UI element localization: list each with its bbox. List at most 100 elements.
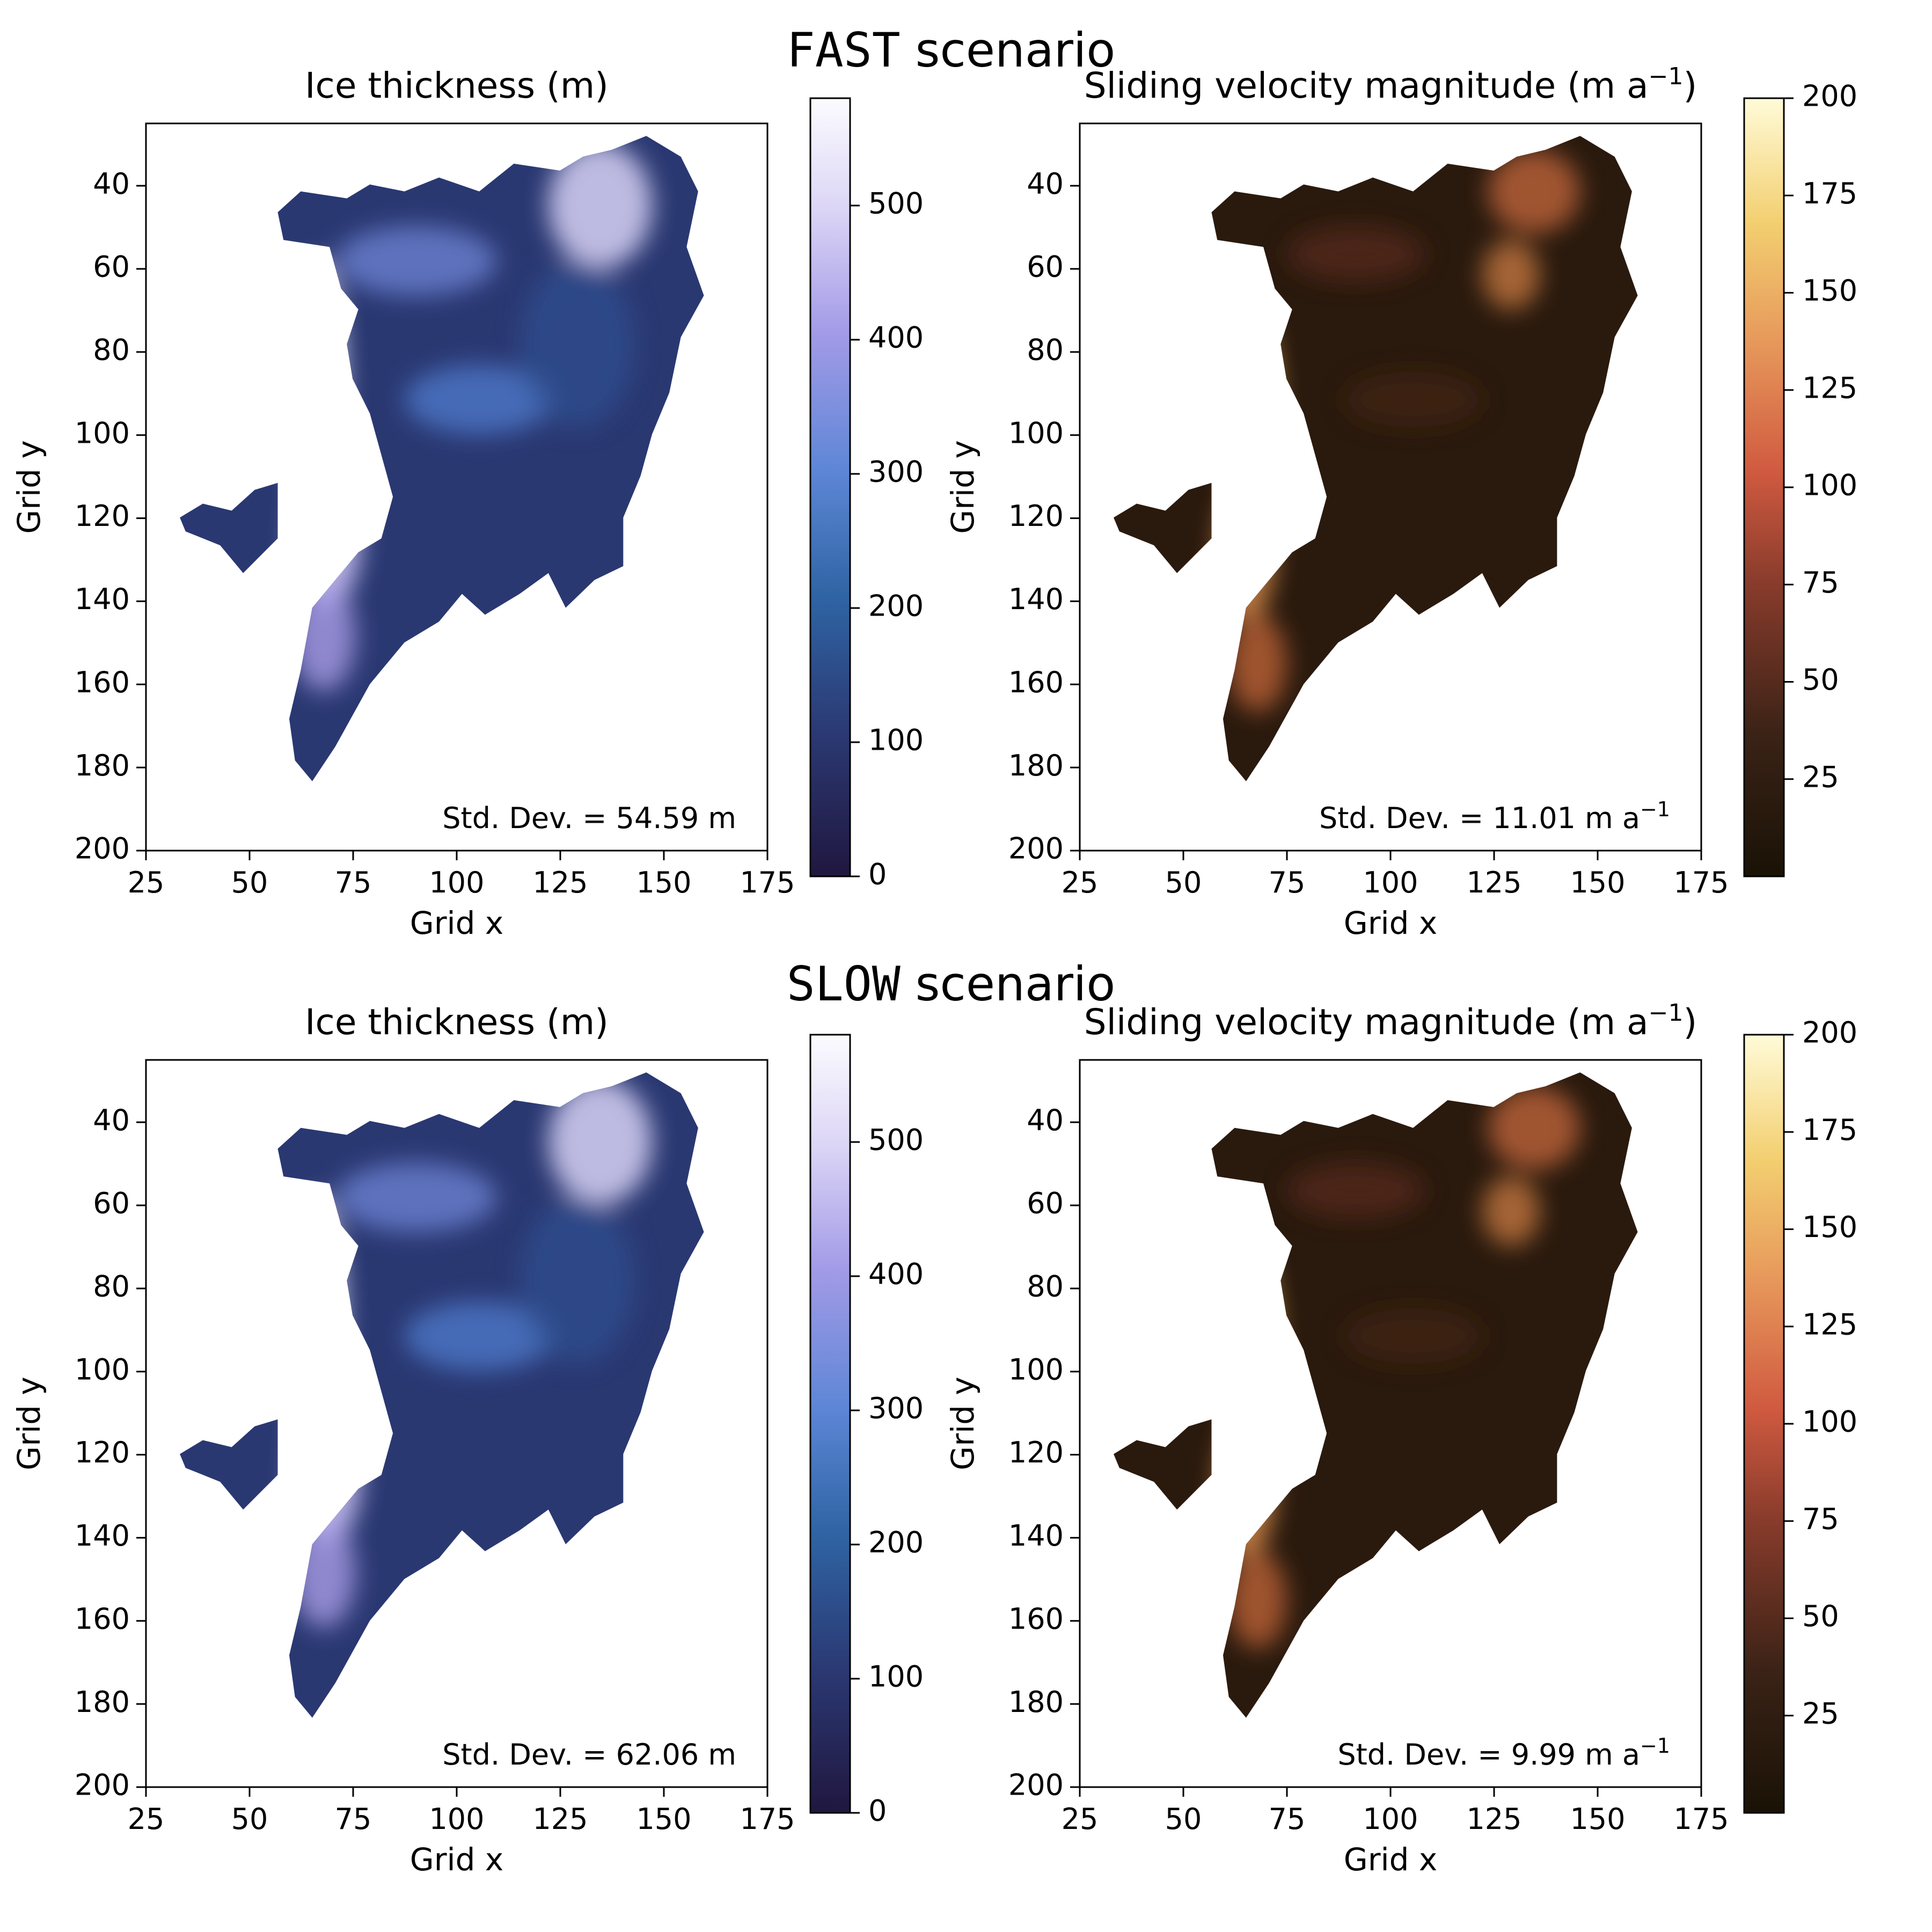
- colorbar-tick-label: 150: [1802, 274, 1857, 308]
- panel-slow-thickness: Ice thickness (m) 25 50 75 100 125 150 175 40 60 8…: [11, 1001, 924, 1878]
- heatmap-blob: [335, 226, 497, 296]
- y-tick-label: 40: [1027, 167, 1064, 201]
- heatmap-blob: [335, 1162, 497, 1232]
- panel-title: Sliding velocity magnitude (m a−1): [1084, 63, 1697, 107]
- x-tick-label: 125: [532, 866, 588, 899]
- section-title-scenario-name: FAST: [787, 23, 901, 78]
- y-tick-label: 60: [93, 250, 130, 284]
- heatmap-blob: [292, 1405, 362, 1545]
- heatmap-blob: [292, 469, 362, 608]
- colorbar-tick-label: 300: [868, 455, 924, 489]
- x-tick-label: 125: [1466, 866, 1521, 899]
- colorbar-tick-label: 50: [1802, 1599, 1839, 1633]
- heatmap-field: [180, 136, 704, 781]
- heatmap-blob: [548, 143, 652, 268]
- x-tick-label: 175: [740, 866, 795, 899]
- colorbar-tick-label: 125: [1802, 371, 1857, 405]
- colorbar-tick-label: 175: [1802, 1113, 1857, 1147]
- colorbar-tick-label: 50: [1802, 663, 1839, 697]
- y-tick-label: 120: [1008, 499, 1064, 533]
- x-axis-label: Grid x: [1344, 1841, 1437, 1878]
- panel-title: Ice thickness (m): [305, 65, 609, 106]
- y-tick-label: 180: [1008, 1685, 1064, 1719]
- x-tick-label: 75: [1269, 1802, 1306, 1836]
- y-tick-label: 80: [1027, 1269, 1064, 1303]
- y-tick-label: 40: [93, 1103, 130, 1137]
- colorbar-tick-label: 100: [868, 723, 924, 757]
- heatmap-blob: [519, 1197, 635, 1364]
- x-tick-label: 75: [335, 866, 372, 899]
- heatmap-field: [180, 1072, 704, 1718]
- y-tick-label: 100: [75, 416, 130, 450]
- x-tick-label: 100: [429, 1802, 484, 1836]
- y-tick-label: 100: [1008, 1352, 1064, 1386]
- y-tick-label: 160: [1008, 665, 1064, 699]
- heatmap-blob: [1286, 1162, 1425, 1218]
- colorbar: 25 50 75 100 125 150 175 200: [1743, 79, 1857, 877]
- y-tick-label: 120: [75, 1436, 130, 1469]
- y-tick-label: 140: [1008, 582, 1064, 616]
- y-tick-label: 60: [93, 1187, 130, 1220]
- colorbar-tick-label: 200: [1802, 79, 1857, 113]
- y-tick-label: 140: [75, 1519, 130, 1553]
- colorbar-tick-label: 75: [1802, 566, 1839, 599]
- x-tick-label: 175: [1673, 866, 1729, 899]
- colorbar: 25 50 75 100 125 150 175 200: [1743, 1016, 1857, 1814]
- heatmap-blob: [404, 1301, 554, 1371]
- heatmap-blob: [1344, 371, 1482, 428]
- x-tick-label: 50: [231, 1802, 268, 1836]
- x-axis-label: Grid x: [410, 1841, 503, 1878]
- colorbar-tick-label: 200: [1802, 1016, 1857, 1050]
- x-tick-label: 50: [1165, 866, 1202, 899]
- heatmap-blob: [404, 364, 554, 435]
- colorbar-tick-label: 175: [1802, 177, 1857, 210]
- heatmap-field: [1114, 136, 1638, 781]
- x-tick-label: 150: [636, 1802, 691, 1836]
- heatmap-blob: [1482, 1176, 1540, 1246]
- panel-fast-velocity: Sliding velocity magnitude (m a−1) 25 50 75…: [945, 63, 1857, 942]
- stddev-annotation: Std. Dev. = 62.06 m: [442, 1738, 736, 1772]
- colorbar-tick-label: 0: [868, 1794, 887, 1828]
- y-tick-label: 160: [1008, 1602, 1064, 1636]
- heatmap-blob: [1217, 482, 1275, 622]
- colorbar-tick-label: 100: [1802, 1405, 1857, 1439]
- section-title: FAST scenario: [787, 23, 1115, 78]
- heatmap-blob: [1482, 240, 1540, 310]
- x-tick-label: 25: [1062, 1802, 1099, 1836]
- y-tick-label: 180: [75, 1685, 130, 1719]
- colorbar-ramp: [1743, 97, 1785, 877]
- y-axis-label: Grid y: [945, 1377, 981, 1470]
- y-axis-label: Grid y: [945, 440, 981, 533]
- heatmap-blob: [1286, 226, 1425, 282]
- y-tick-label: 100: [75, 1352, 130, 1386]
- colorbar-tick-label: 400: [868, 321, 924, 355]
- colorbar-tick-label: 25: [1802, 1696, 1839, 1730]
- colorbar: 0 100 200 300 400 500: [809, 1034, 924, 1828]
- colorbar: 0 100 200 300 400 500: [809, 97, 924, 891]
- heatmap-blob: [1228, 1551, 1286, 1649]
- heatmap-blob: [1344, 1308, 1482, 1364]
- section-title-suffix: scenario: [901, 23, 1116, 78]
- x-tick-label: 75: [335, 1802, 372, 1836]
- x-tick-label: 125: [532, 1802, 588, 1836]
- y-tick-label: 140: [75, 582, 130, 616]
- y-tick-label: 60: [1027, 1187, 1064, 1220]
- heatmap-field: [1114, 1072, 1638, 1718]
- heatmap-blob: [292, 580, 356, 691]
- x-tick-label: 50: [231, 866, 268, 899]
- heatmap-blob: [292, 1516, 356, 1628]
- y-tick-label: 160: [75, 665, 130, 699]
- x-tick-label: 25: [128, 866, 165, 899]
- colorbar-tick-label: 100: [1802, 469, 1857, 502]
- stddev-annotation: Std. Dev. = 54.59 m: [442, 801, 736, 835]
- y-tick-label: 40: [1027, 1103, 1064, 1137]
- colorbar-ramp: [1743, 1034, 1785, 1814]
- y-tick-label: 200: [75, 832, 130, 866]
- heatmap-blob: [1488, 150, 1580, 233]
- x-axis-label: Grid x: [410, 905, 503, 941]
- heatmap-blob: [548, 1079, 652, 1204]
- section-title-suffix: scenario: [901, 956, 1116, 1012]
- heatmap-blob: [286, 1197, 344, 1447]
- y-tick-label: 160: [75, 1602, 130, 1636]
